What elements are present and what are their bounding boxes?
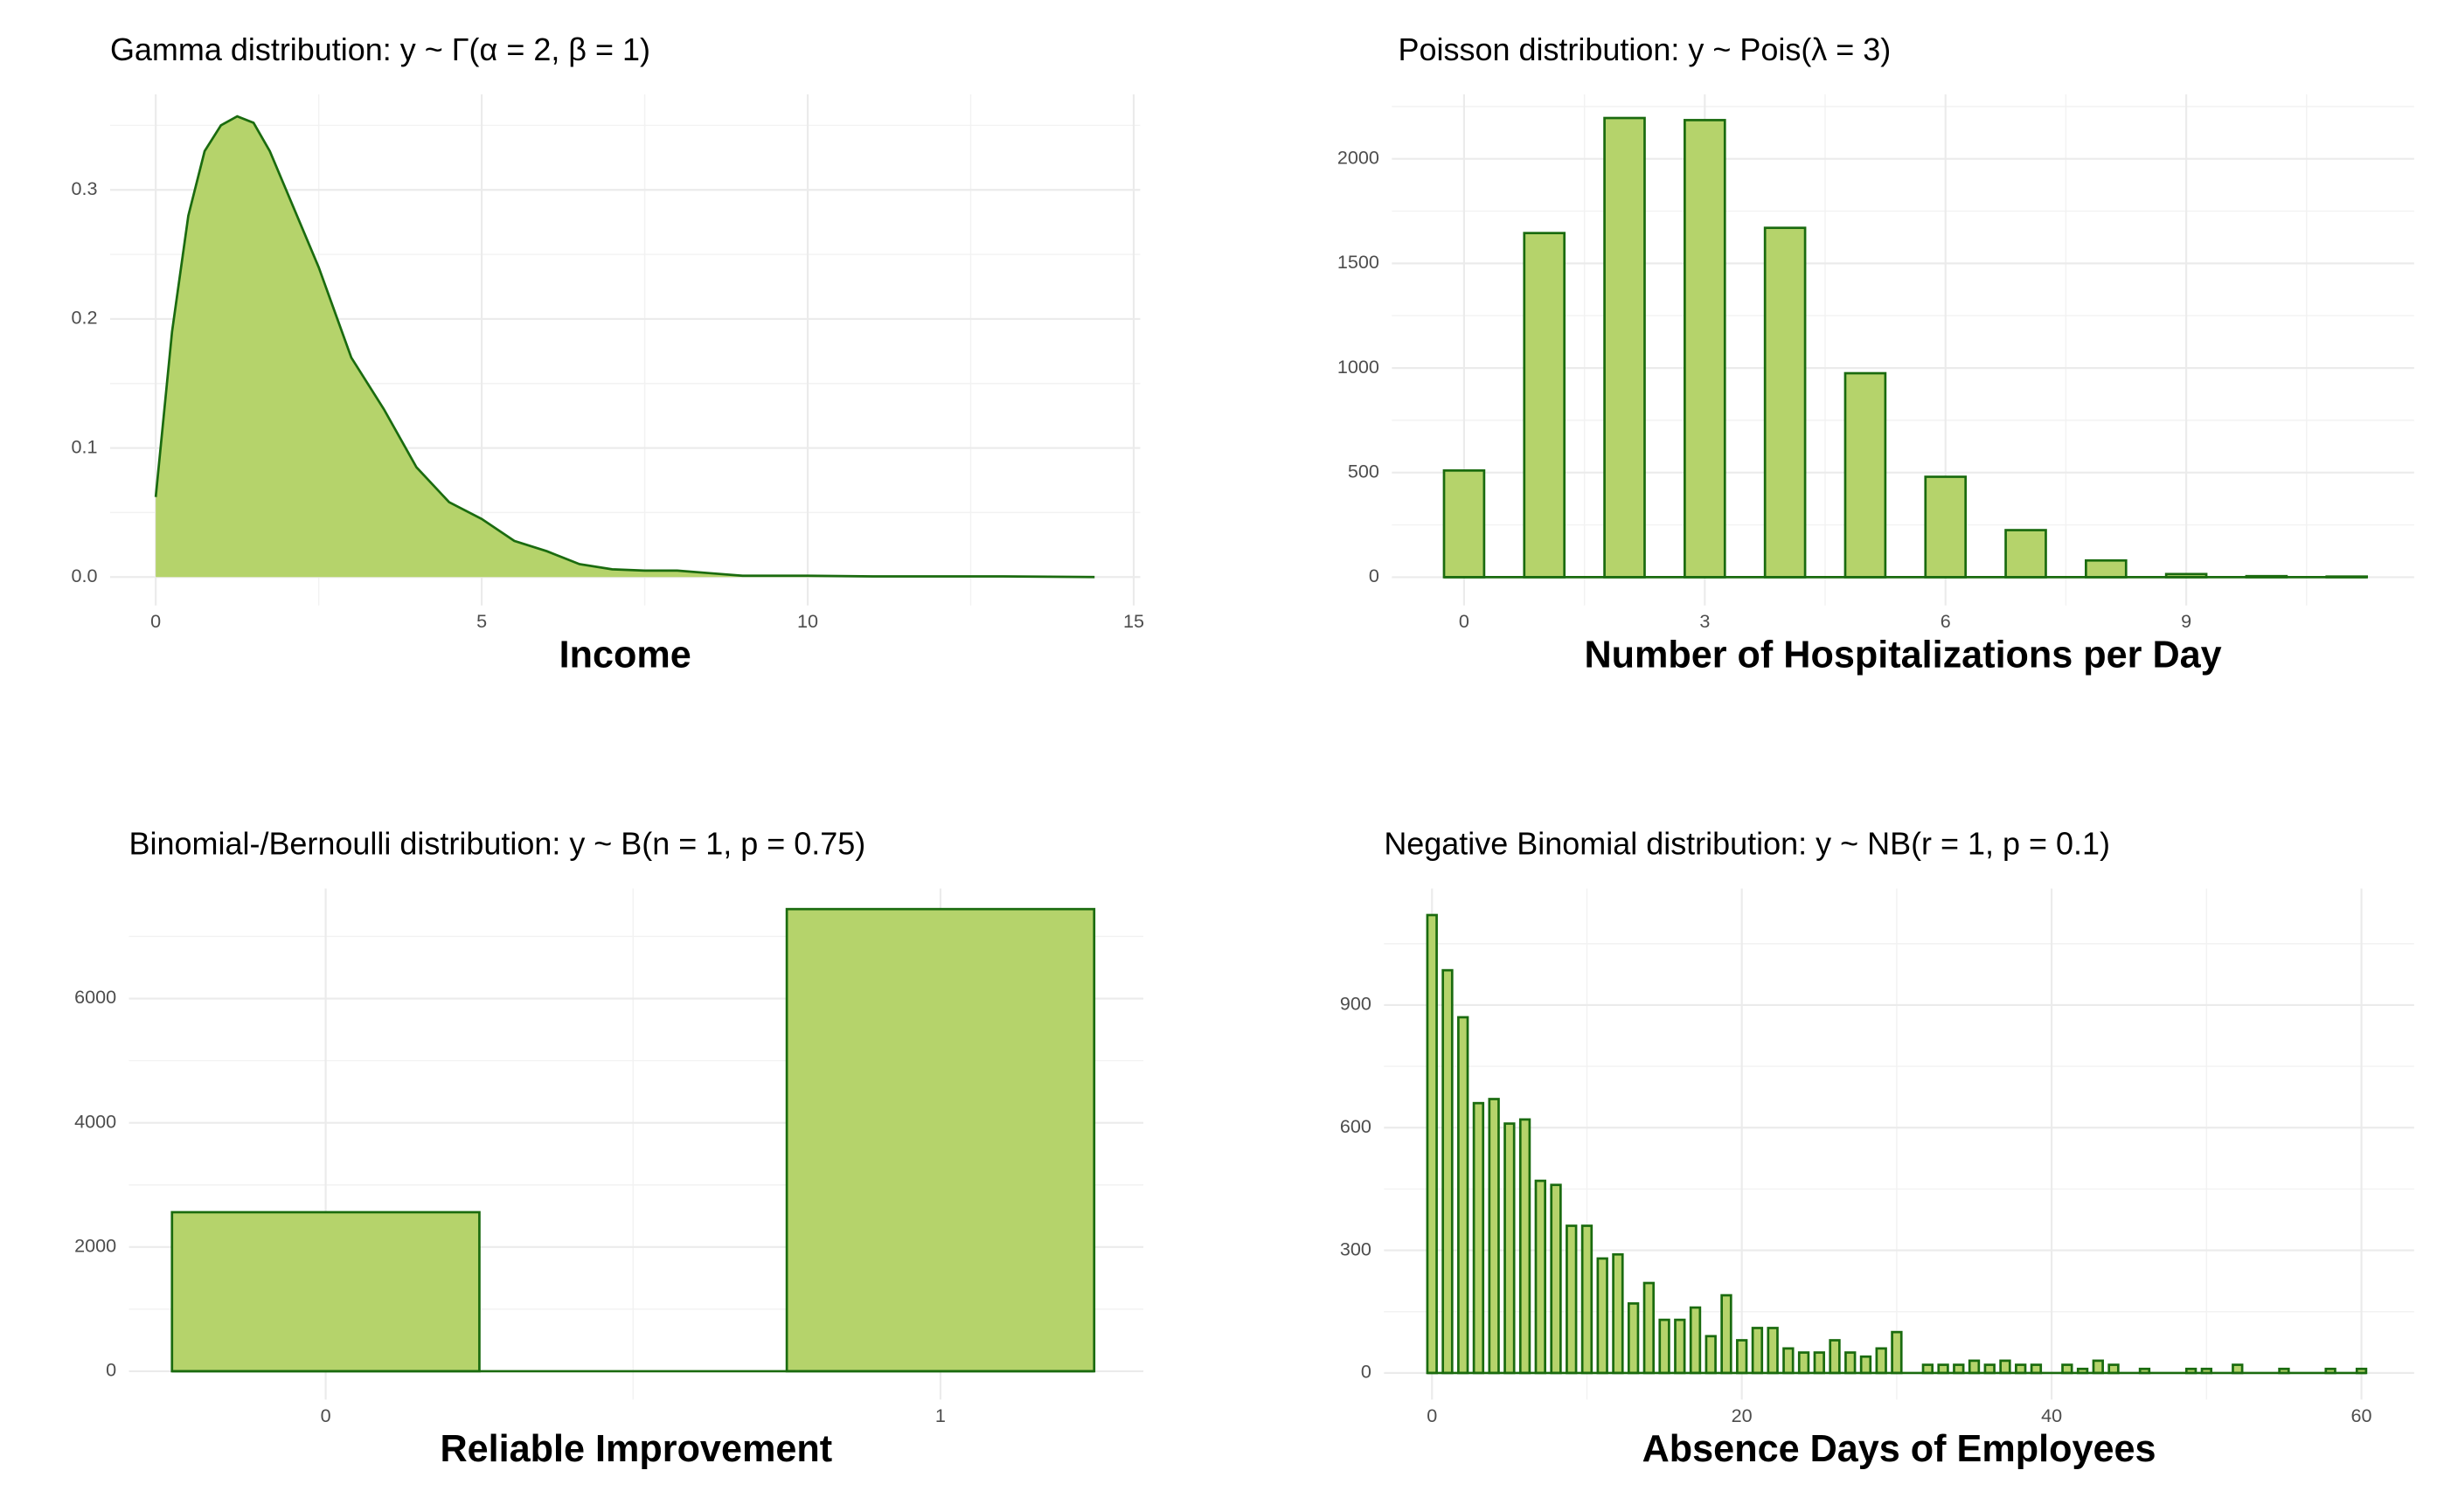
bar — [1720, 1294, 1732, 1375]
x-tick-label: 40 — [2041, 1404, 2062, 1426]
chart-title: Binomial-/Bernoulli distribution: y ~ B(… — [129, 826, 866, 862]
y-tick-label: 1000 — [1337, 356, 1379, 378]
x-tick-label: 20 — [1732, 1404, 1753, 1426]
y-tick-label: 0.1 — [72, 435, 98, 457]
bar — [1534, 1179, 1546, 1375]
bar — [2107, 1363, 2120, 1375]
y-tick-label: 2000 — [74, 1234, 116, 1256]
x-axis-label: Reliable Improvement — [440, 1428, 832, 1470]
x-axis-label: Absence Days of Employees — [1642, 1428, 2156, 1470]
x-tick-label: 0 — [321, 1404, 331, 1426]
bar — [2092, 1359, 2104, 1375]
bar — [1684, 119, 1726, 579]
chart-title: Negative Binomial distribution: y ~ NB(r… — [1384, 826, 2110, 862]
bar — [1736, 1339, 1748, 1375]
bar — [1627, 1302, 1640, 1375]
bar — [1968, 1359, 1981, 1375]
y-tick-label: 4000 — [74, 1110, 116, 1132]
bar — [785, 907, 1096, 1373]
x-tick-label: 9 — [2181, 610, 2191, 632]
bar — [1580, 1224, 1593, 1375]
y-tick-label: 0 — [1361, 1361, 1371, 1383]
y-tick-label: 6000 — [74, 986, 116, 1008]
bar — [1859, 1355, 1872, 1375]
y-tick-label: 2000 — [1337, 146, 1379, 168]
bar — [1829, 1339, 1841, 1375]
bar — [1612, 1252, 1624, 1375]
bar — [2004, 529, 2047, 579]
y-tick-label: 0 — [106, 1359, 116, 1381]
bar — [1983, 1363, 1996, 1375]
bar — [1518, 1118, 1531, 1375]
bar — [2030, 1363, 2043, 1375]
bar — [1751, 1327, 1764, 1375]
bar — [1426, 913, 1438, 1375]
bar — [1813, 1351, 1825, 1375]
bar — [1797, 1351, 1810, 1375]
bar — [1843, 371, 1887, 579]
bar — [2232, 1363, 2244, 1375]
bar — [2061, 1363, 2073, 1375]
y-tick-label: 0.3 — [72, 177, 98, 199]
bar — [1523, 232, 1566, 579]
y-tick-label: 900 — [1340, 993, 1371, 1015]
bar — [1658, 1318, 1670, 1375]
density-line — [154, 114, 1095, 579]
x-tick-label: 0 — [1427, 1404, 1437, 1426]
bar — [1705, 1335, 1717, 1375]
chart-title: Poisson distribution: y ~ Pois(λ = 3) — [1399, 31, 1892, 67]
bar — [170, 1210, 481, 1373]
y-tick-label: 600 — [1340, 1115, 1371, 1137]
bar — [1603, 116, 1646, 579]
y-tick-label: 500 — [1348, 460, 1379, 482]
y-tick-label: 0 — [1369, 565, 1379, 586]
bar — [1488, 1098, 1500, 1375]
bar — [1875, 1347, 1887, 1375]
x-tick-label: 3 — [1699, 610, 1710, 632]
bar — [1782, 1347, 1795, 1375]
x-tick-label: 5 — [476, 610, 487, 632]
bar — [2015, 1363, 2027, 1375]
bar — [1763, 226, 1807, 579]
x-tick-label: 10 — [797, 610, 818, 632]
x-tick-label: 0 — [1459, 610, 1469, 632]
bar — [1674, 1318, 1686, 1375]
bar — [1844, 1351, 1857, 1375]
x-axis-label: Number of Hospitalizations per Day — [1584, 635, 2221, 676]
bar — [1457, 1016, 1469, 1375]
bar — [1921, 1363, 1934, 1375]
y-tick-label: 0.2 — [72, 307, 98, 329]
bar — [1767, 1327, 1779, 1375]
bar — [1503, 1122, 1516, 1375]
bar — [1689, 1306, 1702, 1375]
chart-title: Gamma distribution: y ~ Γ(α = 2, β = 1) — [110, 31, 650, 67]
density-area — [156, 116, 1095, 578]
bar — [1566, 1224, 1578, 1375]
bar — [2085, 558, 2128, 579]
bar — [1550, 1183, 1562, 1375]
bar — [1642, 1281, 1656, 1375]
x-axis-label: Income — [559, 635, 691, 676]
x-tick-label: 0 — [150, 610, 161, 632]
bar — [1442, 468, 1486, 579]
bar — [1472, 1101, 1485, 1375]
x-tick-label: 6 — [1941, 610, 1951, 632]
bar — [1441, 968, 1454, 1375]
y-tick-label: 300 — [1340, 1238, 1371, 1259]
y-tick-label: 0.0 — [72, 565, 98, 586]
bar — [1891, 1330, 1903, 1375]
x-tick-label: 60 — [2351, 1404, 2372, 1426]
bar — [1953, 1363, 1965, 1375]
x-tick-label: 1 — [935, 1404, 946, 1426]
bar — [1999, 1359, 2011, 1375]
x-tick-label: 15 — [1123, 610, 1144, 632]
bar — [1937, 1363, 1949, 1375]
bar — [1596, 1257, 1608, 1375]
bar — [1924, 475, 1968, 579]
y-tick-label: 1500 — [1337, 251, 1379, 273]
